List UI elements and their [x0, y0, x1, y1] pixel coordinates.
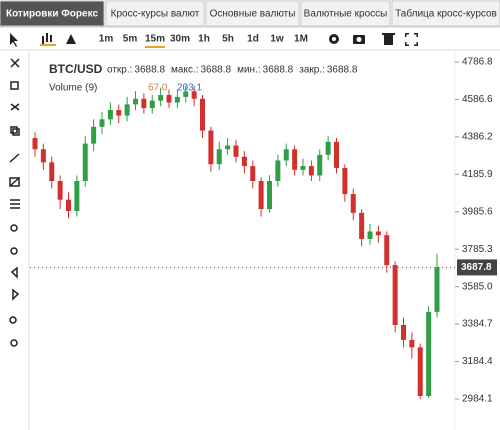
candle-body: [91, 126, 97, 144]
timeframe-button[interactable]: 30m: [170, 34, 190, 45]
candle-body: [99, 119, 105, 127]
candle-body: [57, 181, 63, 200]
candle-body: [426, 311, 432, 396]
candle-body: [82, 143, 88, 182]
y-tick-label: 3585.0: [462, 281, 493, 292]
timeframe-button[interactable]: 1M: [294, 34, 308, 45]
sidebar-icons: [9, 58, 20, 347]
last-price-tag: [457, 259, 497, 276]
candle-body: [149, 100, 155, 109]
tab-label[interactable]: Котировки Форекс: [6, 9, 98, 20]
tab[interactable]: [0, 0, 105, 27]
timeframe-button[interactable]: 1h: [198, 34, 210, 45]
candle-body: [258, 181, 264, 210]
candle-body: [375, 231, 381, 236]
candle-body: [409, 339, 415, 348]
ohlc-label: откр.:: [107, 65, 132, 76]
candle-body: [133, 98, 138, 105]
candle-body: [107, 110, 113, 120]
ohlc-value: 3688.8: [263, 65, 294, 76]
candle-body: [325, 141, 331, 155]
candle-body: [174, 96, 180, 103]
active-underline: [145, 46, 165, 48]
candle-body: [241, 156, 247, 167]
tab-label[interactable]: Основные валюты: [210, 9, 296, 20]
candle-body: [308, 166, 314, 176]
tab[interactable]: [205, 0, 300, 27]
candle-body: [384, 235, 390, 266]
candle-body: [300, 166, 306, 170]
candle-body: [401, 324, 406, 340]
y-tick-label: 4185.9: [462, 169, 493, 180]
candle-body: [191, 91, 197, 99]
candle-body: [183, 91, 189, 97]
candle-body: [166, 95, 172, 103]
candle-body: [350, 194, 356, 213]
tab-label[interactable]: Таблица кросс-курсов: [395, 8, 497, 20]
candle-body: [49, 162, 55, 182]
y-tick-label: 4386.2: [462, 132, 493, 143]
ohlc-label: макс.:: [171, 65, 198, 76]
candle-body: [434, 267, 440, 312]
candle-body: [250, 166, 256, 182]
tab[interactable]: [391, 0, 500, 27]
y-tick-label: 3184.4: [462, 356, 493, 367]
y-tick-label: 4786.8: [462, 57, 493, 68]
candle-body: [141, 98, 147, 109]
y-tick-label: 2984.1: [462, 394, 493, 405]
candle-body: [216, 149, 222, 165]
last-price-label: 3687.8: [461, 262, 492, 273]
candle-body: [200, 98, 205, 131]
volume-value: 203.1: [177, 83, 202, 94]
timeframe-button[interactable]: 1m: [99, 34, 114, 45]
ohlc-value: 3688.8: [134, 65, 165, 76]
candle-body: [116, 110, 122, 116]
ohlc-value: 3688.8: [201, 65, 232, 76]
tab[interactable]: [105, 0, 205, 27]
candle-body: [208, 130, 214, 165]
candle-body: [392, 265, 398, 325]
ohlc-label: мин.:: [237, 65, 261, 76]
y-tick-label: 4586.6: [462, 94, 493, 105]
candle-body: [317, 154, 323, 176]
volume-value: 67.0: [148, 83, 168, 94]
candle-body: [283, 149, 289, 161]
timeframe-button[interactable]: 15m: [145, 34, 165, 45]
y-tick-label: 3985.6: [462, 206, 493, 217]
candle-body: [417, 347, 423, 396]
y-tick-label: 3384.7: [462, 319, 493, 330]
candle-body: [74, 181, 80, 211]
candle-body: [275, 160, 281, 182]
candle-body: [334, 141, 339, 168]
volume-label: Volume (9): [49, 83, 97, 94]
candle-body: [40, 149, 46, 163]
tab-label[interactable]: Валютные кроссы: [304, 9, 388, 20]
timeframe-button[interactable]: 1w: [270, 34, 284, 45]
candle-body: [225, 145, 231, 150]
y-tick-label: 3785.3: [462, 244, 493, 255]
tab-label[interactable]: Кросс-курсы валют: [111, 9, 200, 20]
candle-body: [367, 231, 373, 239]
ohlc-label: закр.:: [299, 65, 325, 76]
candle-body: [32, 138, 38, 150]
toolbar-icons: [10, 33, 418, 47]
ohlc-value: 3688.8: [327, 65, 358, 76]
timeframe-button[interactable]: 5m: [123, 34, 138, 45]
candle-body: [124, 104, 130, 116]
timeframe-button[interactable]: 5h: [222, 34, 234, 45]
tab[interactable]: [300, 0, 391, 27]
candle-body: [233, 145, 239, 157]
candle-body: [66, 199, 71, 211]
symbol: BTC/USD: [49, 62, 103, 76]
candle-body: [359, 212, 365, 239]
candle-body: [292, 149, 298, 170]
timeframe-button[interactable]: 1d: [247, 34, 259, 45]
candle-body: [158, 95, 164, 101]
candle-body: [267, 181, 272, 210]
candle-body: [342, 167, 348, 195]
